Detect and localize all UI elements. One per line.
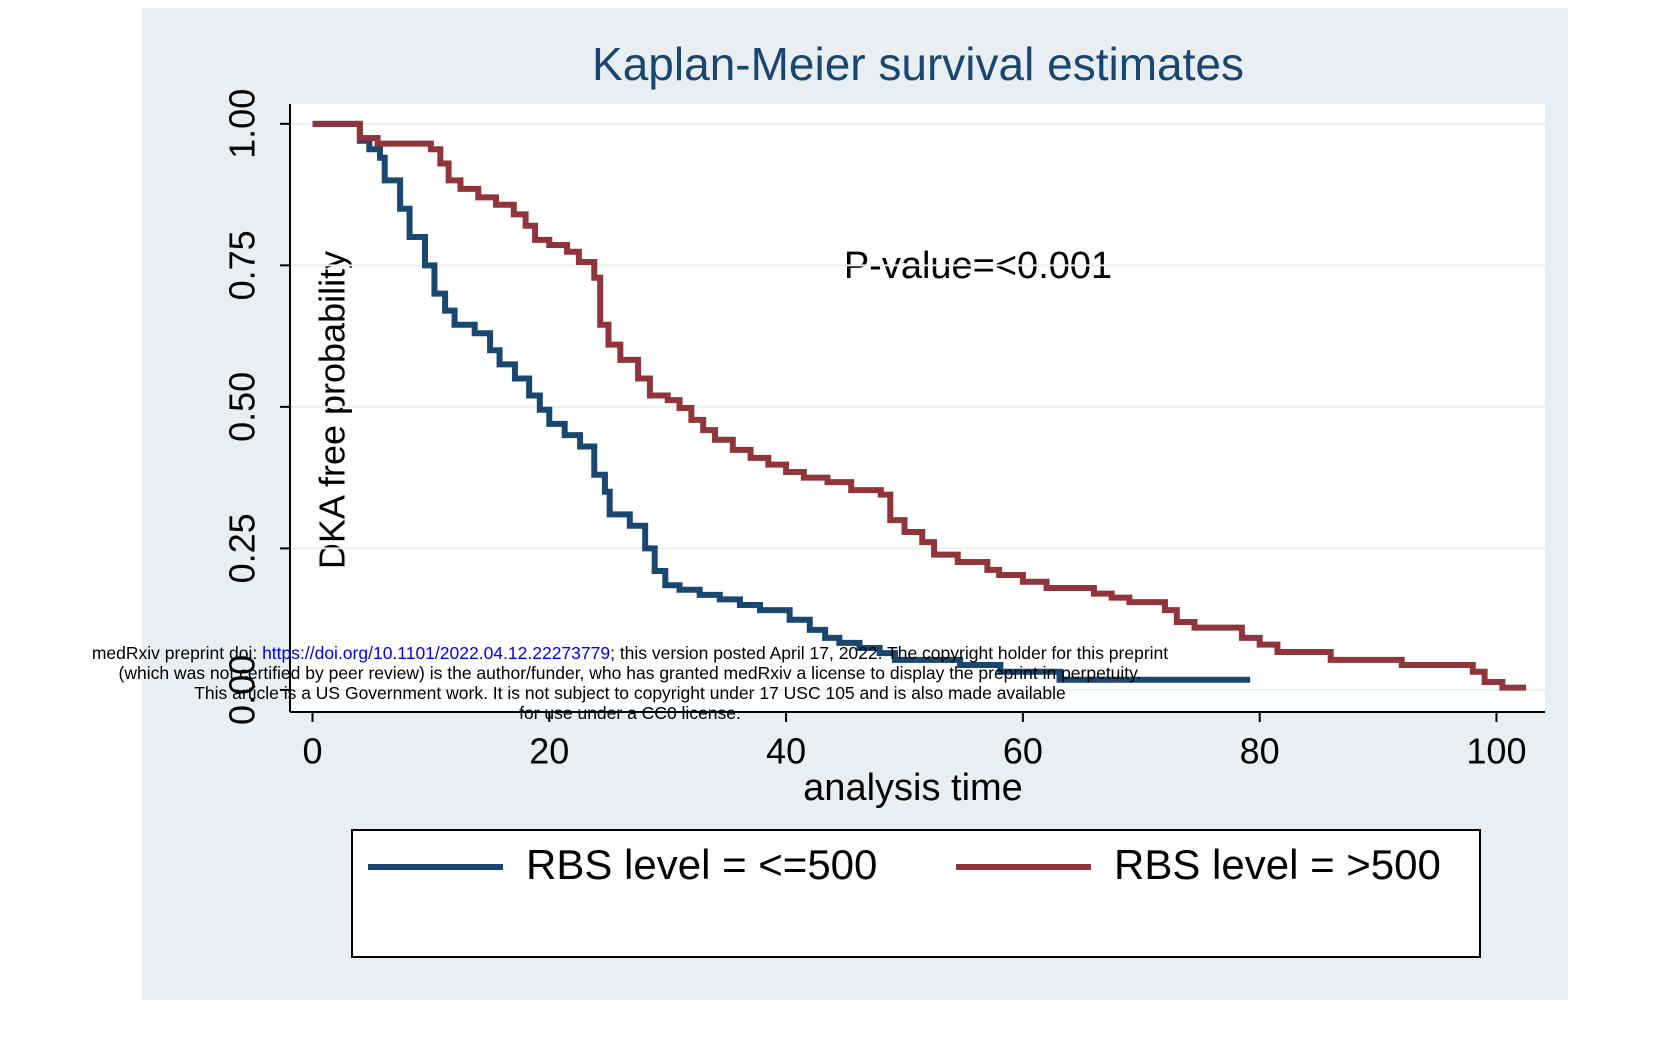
- y-axis-label: DKA free probability: [312, 251, 353, 569]
- y-tick-label: 0.00: [222, 655, 263, 725]
- notice-text: (which was not certified by peer review)…: [118, 663, 1142, 683]
- x-axis-label: analysis time: [803, 767, 1023, 809]
- y-tick-label: 1.00: [222, 89, 263, 159]
- survival-curve: [312, 120, 1527, 691]
- y-tick-label: 0.50: [222, 372, 263, 442]
- y-tick-label: 0.25: [222, 513, 263, 583]
- legend-label: RBS level = <=500: [526, 841, 877, 888]
- legend-label: RBS level = >500: [1114, 841, 1441, 888]
- x-tick-label: 80: [1240, 731, 1280, 772]
- survival-curve: [312, 120, 1251, 683]
- notice-text: medRxiv preprint doi:: [91, 643, 263, 663]
- legend-box: [351, 829, 1481, 958]
- x-tick-label: 40: [766, 731, 806, 772]
- x-tick-label: 0: [302, 731, 322, 772]
- chart-title: Kaplan-Meier survival estimates: [592, 38, 1244, 90]
- preprint-notice: medRxiv preprint doi: https://doi.org/10…: [0, 643, 1260, 723]
- notice-text: This article is a US Government work. It…: [194, 683, 1066, 703]
- notice-text: ; this version posted April 17, 2022. Th…: [610, 643, 1169, 663]
- x-tick-label: 100: [1466, 731, 1526, 772]
- x-tick-label: 20: [529, 731, 569, 772]
- x-tick-label: 60: [1003, 731, 1043, 772]
- y-tick-label: 0.75: [222, 230, 263, 300]
- notice-text: for use under a CC0 license.: [519, 703, 741, 723]
- doi-link[interactable]: https://doi.org/10.1101/2022.04.12.22273…: [262, 643, 611, 663]
